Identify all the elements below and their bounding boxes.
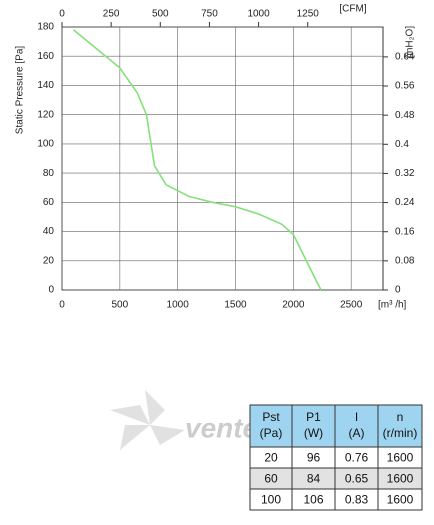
x-tick-label: 1500 bbox=[224, 300, 247, 311]
y2-tick-label: 0.4 bbox=[395, 139, 409, 150]
cell-text: 0.76 bbox=[345, 451, 369, 465]
x2-tick-label: 250 bbox=[103, 9, 120, 20]
y-tick-label: 140 bbox=[37, 80, 54, 91]
x2-tick-label: 500 bbox=[152, 9, 169, 20]
y-tick-label: 0 bbox=[48, 285, 54, 296]
y2-tick-label: 0.64 bbox=[395, 52, 415, 63]
y-tick-label: 40 bbox=[43, 226, 55, 237]
header-unit: (A) bbox=[349, 426, 365, 440]
header-name: I bbox=[355, 410, 358, 424]
header-name: P1 bbox=[306, 410, 321, 424]
header-cell bbox=[291, 404, 336, 448]
y2-tick-label: 0.16 bbox=[395, 226, 415, 237]
y-tick-label: 20 bbox=[43, 255, 55, 266]
header-unit: (r/min) bbox=[383, 426, 418, 440]
y2-tick-label: 0.48 bbox=[395, 110, 415, 121]
x2-tick-label: 0 bbox=[59, 9, 65, 20]
x-axis-title: [m³ /h] bbox=[378, 300, 407, 311]
x-tick-label: 2500 bbox=[340, 300, 363, 311]
y-tick-label: 80 bbox=[43, 168, 55, 179]
x2-axis-title: [CFM] bbox=[339, 4, 366, 15]
y-tick-label: 160 bbox=[37, 51, 54, 62]
y-tick-label: 100 bbox=[37, 139, 54, 150]
y2-tick-label: 0.56 bbox=[395, 81, 415, 92]
header-unit: (W) bbox=[304, 426, 323, 440]
y2-axis-title: [inH₂O] bbox=[405, 26, 416, 58]
cell-text: 84 bbox=[307, 472, 321, 486]
table: Pst (Pa) P1 (W) I (A) n (r/min) 20 96 0.76 1600 60 84… bbox=[249, 404, 423, 511]
plot-frame bbox=[61, 26, 384, 291]
header-name: Pst bbox=[262, 410, 280, 424]
x2-tick-label: 750 bbox=[201, 9, 218, 20]
logo-text: vente bbox=[185, 412, 258, 443]
header-unit: (Pa) bbox=[260, 426, 283, 440]
y-tick-label: 180 bbox=[37, 22, 54, 33]
cell-text: 96 bbox=[307, 451, 321, 465]
cell-text: 20 bbox=[264, 451, 278, 465]
cell-text: 106 bbox=[303, 493, 323, 507]
cell-text: 1600 bbox=[387, 451, 414, 465]
y-tick-label: 60 bbox=[43, 197, 55, 208]
curve bbox=[73, 29, 322, 291]
header-name: n bbox=[397, 410, 404, 424]
cell-text: 0.83 bbox=[345, 493, 369, 507]
cell-text: 0.65 bbox=[345, 472, 369, 486]
x-tick-label: 1000 bbox=[167, 300, 190, 311]
logo-fan bbox=[110, 390, 185, 450]
y2-tick-label: 0 bbox=[395, 285, 401, 296]
cell-text: 1600 bbox=[387, 493, 414, 507]
x-tick-label: 0 bbox=[59, 300, 65, 311]
y-tick-label: 120 bbox=[37, 109, 54, 120]
y2-tick-label: 0.32 bbox=[395, 168, 415, 179]
x2-tick-label: 1000 bbox=[247, 9, 270, 20]
cell-text: 1600 bbox=[387, 472, 414, 486]
table-cell bbox=[377, 488, 423, 511]
x-tick-label: 2000 bbox=[282, 300, 305, 311]
y2-tick-label: 0.08 bbox=[395, 255, 415, 266]
y2-tick-label: 0.24 bbox=[395, 197, 415, 208]
cell-text: 100 bbox=[261, 493, 281, 507]
x-tick-label: 500 bbox=[111, 300, 128, 311]
x2-tick-label: 1250 bbox=[297, 9, 320, 20]
cell-text: 60 bbox=[264, 472, 278, 486]
y-axis-title: Static Pressure [Pa] bbox=[15, 46, 26, 135]
